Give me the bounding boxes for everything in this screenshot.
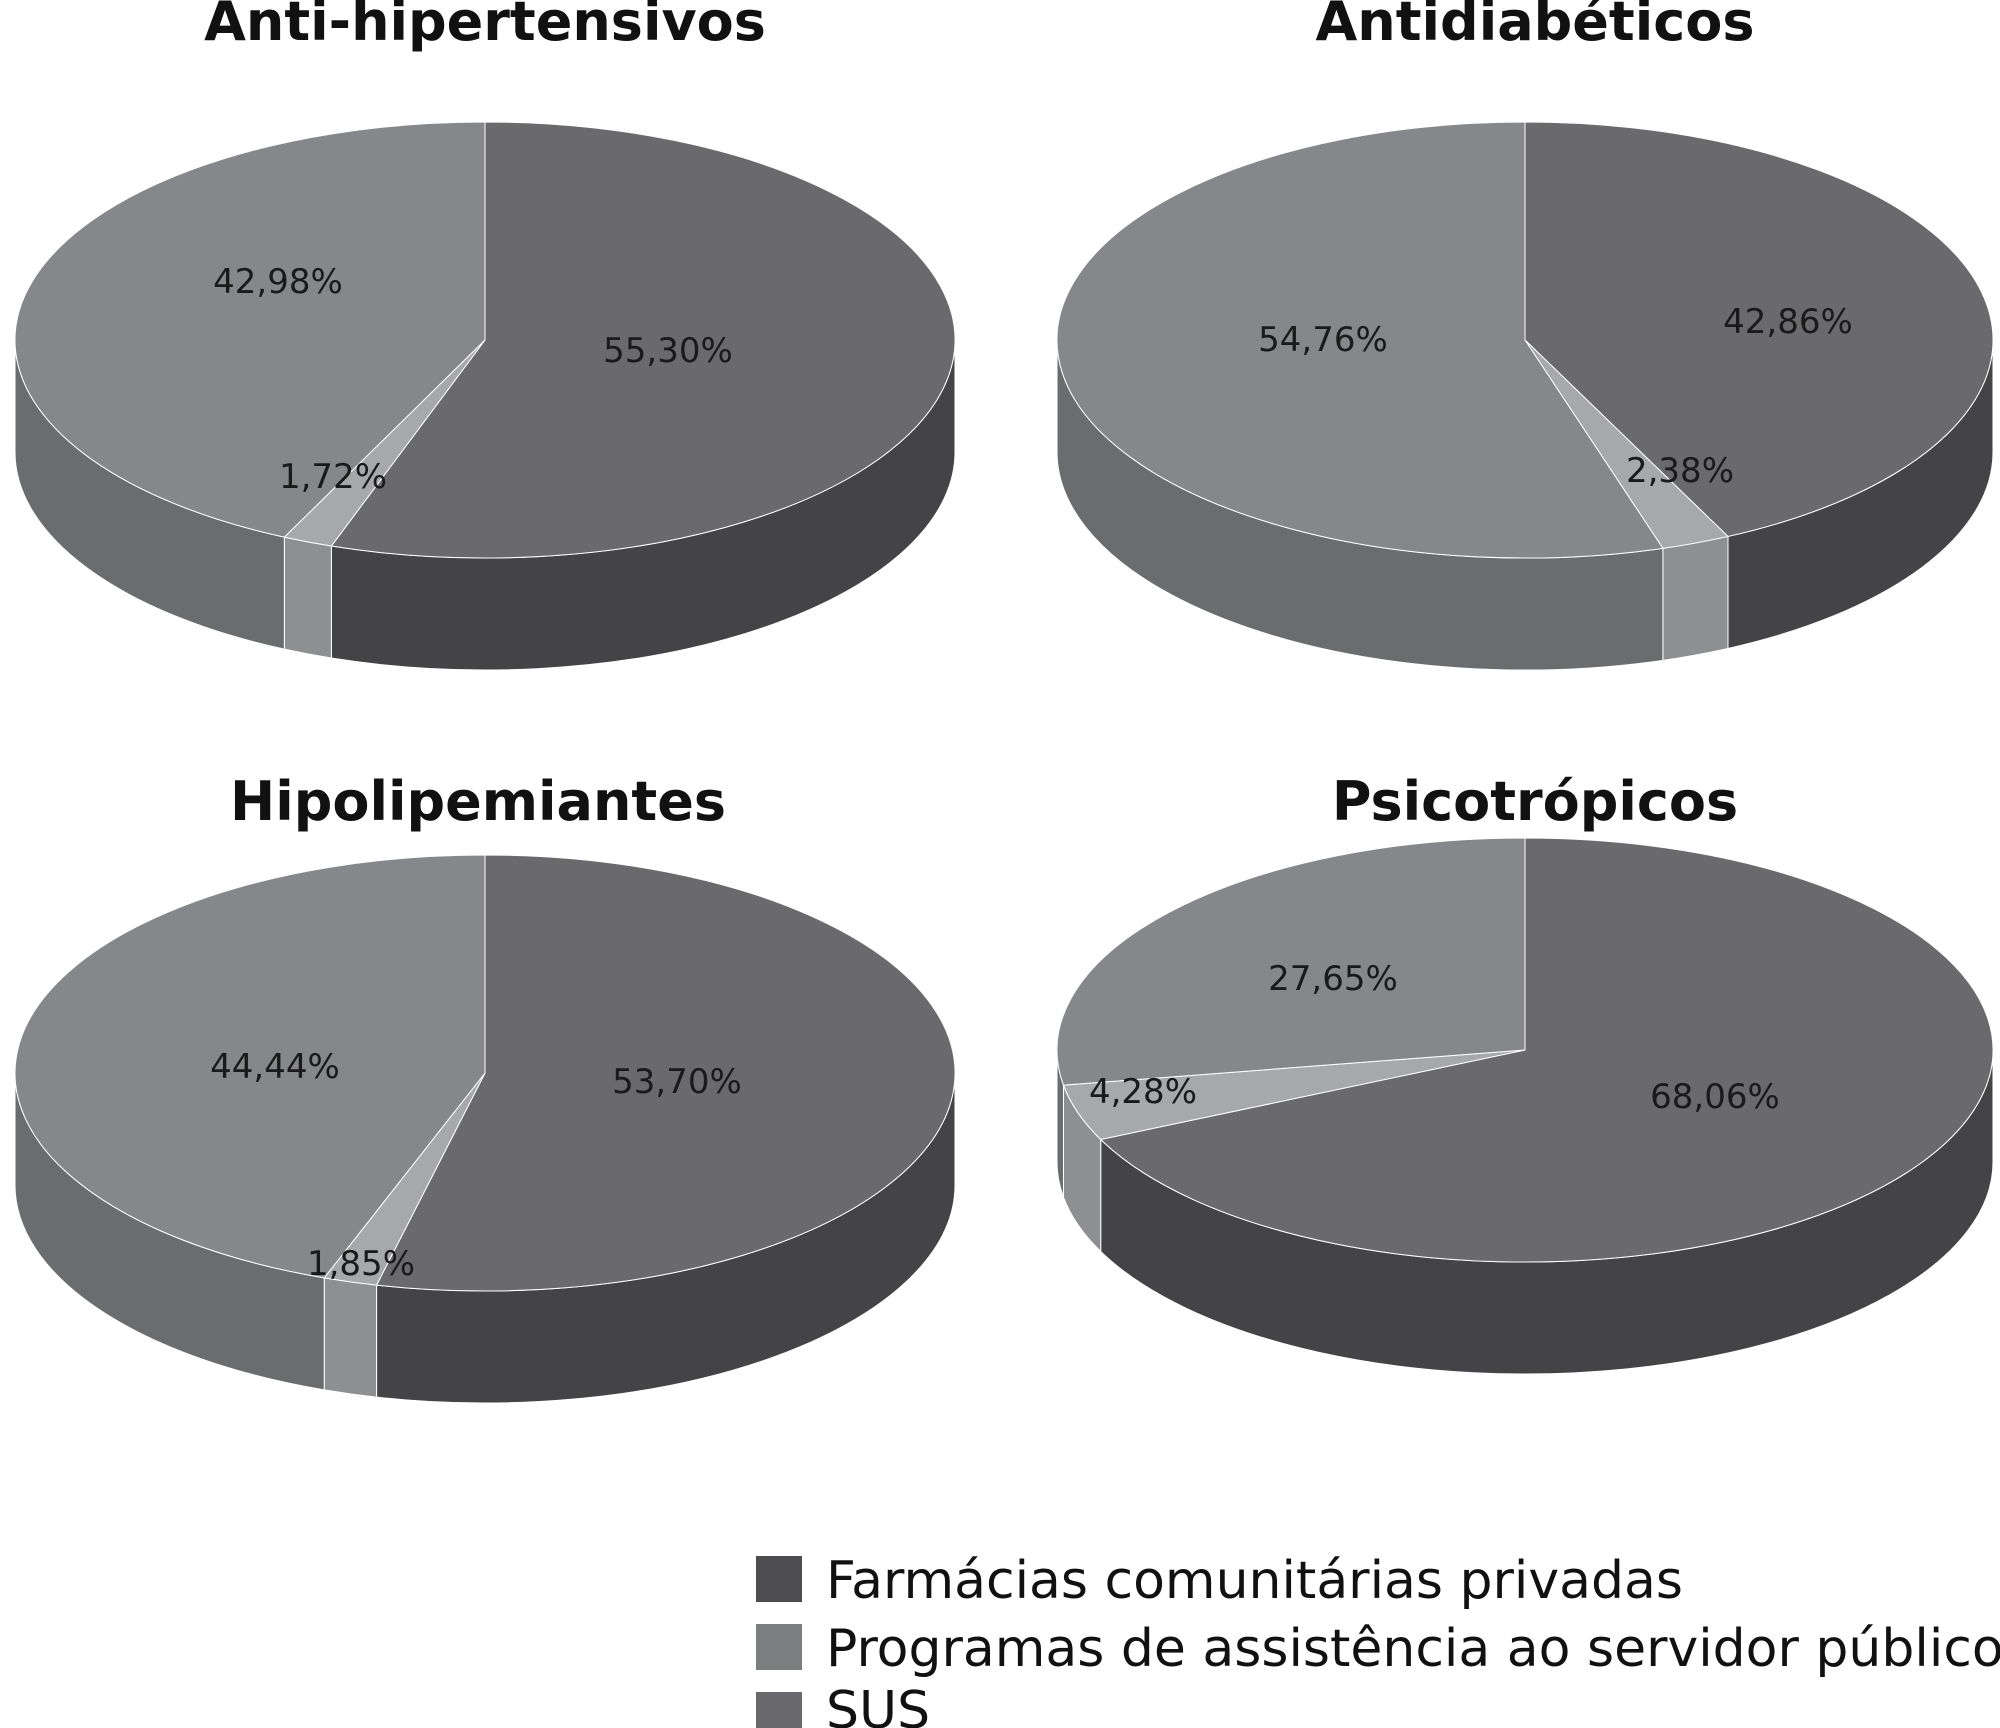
pie-top: [1056, 121, 1994, 559]
legend-swatch-farmacias: [756, 1556, 802, 1602]
pie-side-wall: [1662, 535, 1729, 661]
pie-slice-3: [1056, 837, 1526, 1086]
legend: Farmácias comunitárias privadas Programa…: [756, 1551, 2000, 1728]
pie-chart-3: Hipolipemiantes 53,70% 1,85% 44,44%: [14, 770, 956, 1404]
pie-top: [14, 854, 956, 1292]
charts-layer: Anti-hipertensivos 55,30% 1,72% 42,98% Antid…: [14, 0, 1994, 1404]
pie-side-wall: [323, 1277, 378, 1398]
pie-slice-1: [330, 121, 956, 559]
pie-slice-1: [1524, 121, 1994, 537]
slice-label: 2,38%: [1626, 451, 1734, 491]
pie-top: [14, 121, 956, 559]
pie-chart-2: Antidiabéticos 42,86% 2,38% 54,76%: [1056, 0, 1994, 671]
pie-slice-3: [14, 121, 486, 538]
pie-sides: [1056, 339, 1994, 671]
pie-slice-1: [1099, 837, 1994, 1263]
legend-swatch-sus: [756, 1692, 802, 1728]
slice-label: 1,85%: [307, 1244, 415, 1284]
slice-label: 54,76%: [1258, 320, 1388, 360]
slice-label: 44,44%: [210, 1047, 340, 1087]
slice-label: 1,72%: [279, 457, 387, 497]
slice-label: 53,70%: [612, 1062, 742, 1102]
slice-label: 4,28%: [1089, 1072, 1197, 1112]
pie-chart-1: Anti-hipertensivos 55,30% 1,72% 42,98%: [14, 0, 956, 671]
pie-slice-3: [14, 854, 486, 1279]
chart-title: Antidiabéticos: [1315, 0, 1754, 53]
chart-title: Anti-hipertensivos: [204, 0, 766, 53]
legend-label-farmacias: Farmácias comunitárias privadas: [826, 1551, 1683, 1611]
pie-top: [1056, 837, 1994, 1263]
slice-label: 42,86%: [1723, 302, 1853, 342]
legend-label-programas: Programas de assistência ao servidor púb…: [826, 1619, 2000, 1679]
pie-sides: [14, 1072, 956, 1404]
slice-label: 55,30%: [603, 331, 733, 371]
pie-chart-4: Psicotrópicos 68,06% 4,28% 27,65%: [1056, 770, 1994, 1375]
slice-label: 27,65%: [1268, 959, 1398, 999]
pie-sides: [1056, 1049, 1994, 1375]
legend-swatch-programas: [756, 1624, 802, 1670]
pie-slice-1: [375, 854, 956, 1292]
chart-title: Hipolipemiantes: [230, 770, 726, 833]
slice-label: 42,98%: [213, 262, 343, 302]
legend-label-sus: SUS: [826, 1681, 930, 1728]
chart-title: Psicotrópicos: [1332, 770, 1738, 833]
pie-side-wall: [283, 536, 332, 659]
pie-slice-3: [1056, 121, 1664, 559]
slice-label: 68,06%: [1650, 1077, 1780, 1117]
